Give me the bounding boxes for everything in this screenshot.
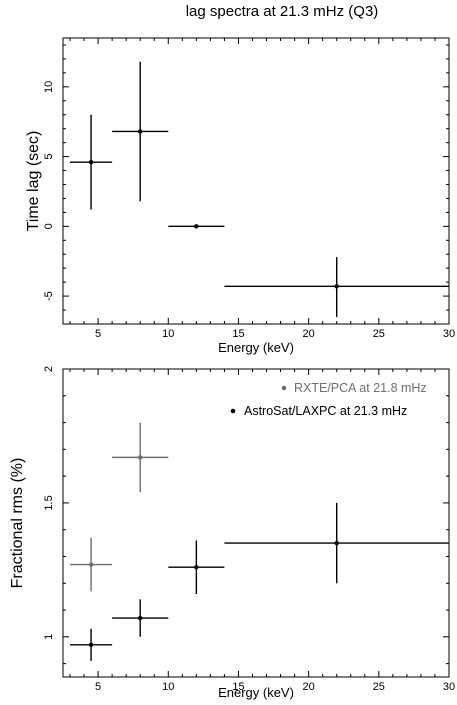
y-axis-label: Time lag (sec) xyxy=(25,131,42,232)
x-axis-label: Energy (keV) xyxy=(218,685,294,700)
data-point xyxy=(70,114,113,210)
data-point xyxy=(168,540,225,594)
axis-ticks: 5 10 15 20 25 30 1 1.5 2 xyxy=(43,366,455,693)
x-tick-label: 5 xyxy=(95,328,101,340)
x-tick-label: 10 xyxy=(162,681,174,693)
x-tick-label: 15 xyxy=(232,681,244,693)
y-tick-label: 1.5 xyxy=(43,495,55,510)
x-tick-label: 30 xyxy=(443,328,455,340)
y-tick-label: 0 xyxy=(43,223,55,229)
rms-spectrum-panel: 5 10 15 20 25 30 1 1.5 2 RXTE/PCA at 21.8 mHz As… xyxy=(9,366,455,700)
data-point xyxy=(112,61,169,202)
x-tick-label: 15 xyxy=(232,328,244,340)
x-tick-label: 25 xyxy=(373,681,385,693)
data-points xyxy=(70,422,449,661)
chart-title: lag spectra at 21.3 mHz (Q3) xyxy=(186,3,379,20)
y-axis-label: Fractional rms (%) xyxy=(9,458,26,589)
point-marker xyxy=(88,159,94,165)
legend-label-astrosat: AstroSat/LAXPC at 21.3 mHz xyxy=(244,404,407,418)
data-point xyxy=(224,502,449,584)
x-axis-label: Energy (keV) xyxy=(218,340,294,355)
x-tick-label: 30 xyxy=(443,681,455,693)
legend-marker-astrosat xyxy=(230,408,236,414)
point-marker xyxy=(138,129,143,134)
plot-frame xyxy=(62,37,450,325)
x-tick-label: 25 xyxy=(373,328,385,340)
y-tick-label: 2 xyxy=(43,366,55,372)
x-tick-label: 5 xyxy=(95,681,101,693)
legend: RXTE/PCA at 21.8 mHz AstroSat/LAXPC at 2… xyxy=(230,381,427,418)
data-point xyxy=(168,224,225,229)
data-point xyxy=(112,422,169,493)
point-marker xyxy=(88,642,94,648)
point-marker xyxy=(194,224,199,229)
legend-label-rxte: RXTE/PCA at 21.8 mHz xyxy=(294,381,427,395)
x-tick-label: 10 xyxy=(162,328,174,340)
y-tick-label: -5 xyxy=(43,291,55,301)
data-points xyxy=(70,61,449,318)
x-tick-label: 20 xyxy=(303,681,315,693)
data-point xyxy=(70,537,113,592)
point-marker xyxy=(334,540,339,546)
point-marker xyxy=(334,284,339,289)
axis-ticks: 5 10 15 20 25 30 -5 0 5 10 xyxy=(43,38,455,340)
plot-frame xyxy=(62,368,450,678)
y-tick-label: 10 xyxy=(43,81,55,93)
data-point xyxy=(224,257,449,318)
y-tick-label: 5 xyxy=(43,154,55,160)
point-marker xyxy=(138,455,143,460)
point-marker xyxy=(88,562,94,567)
y-tick-label: 1 xyxy=(43,634,55,640)
point-marker xyxy=(194,564,199,570)
legend-marker-rxte xyxy=(281,385,287,391)
lag-spectrum-panel: lag spectra at 21.3 mHz (Q3) 5 10 15 20 25 30… xyxy=(25,3,455,355)
data-point xyxy=(70,628,113,661)
point-marker xyxy=(138,615,143,621)
data-point xyxy=(112,599,169,637)
x-tick-label: 20 xyxy=(303,328,315,340)
